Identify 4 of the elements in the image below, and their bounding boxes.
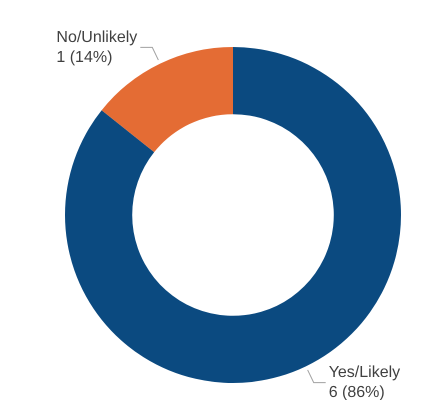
data-label: 6 (86%) — [328, 384, 385, 400]
slice-label: Yes/Likely — [328, 364, 400, 381]
data-label: 1 (14%) — [56, 48, 112, 66]
slice-label: No/Unlikely — [56, 28, 138, 46]
